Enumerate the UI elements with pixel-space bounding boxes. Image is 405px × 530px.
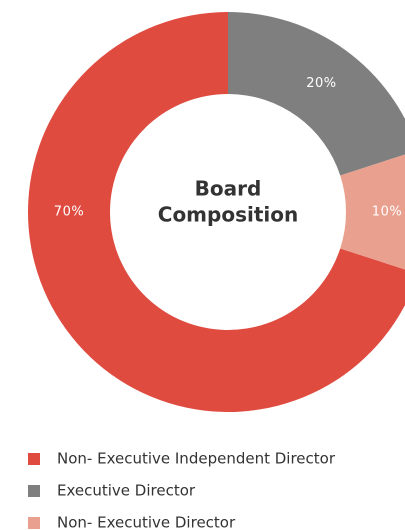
donut-slice — [228, 12, 405, 176]
legend-swatch — [28, 453, 40, 465]
data-label: 10% — [372, 205, 402, 220]
data-label: 20% — [306, 76, 336, 91]
legend-swatch — [28, 517, 40, 529]
legend-label: Executive Director — [57, 482, 196, 500]
donut-slice — [340, 154, 405, 270]
chart-title: Board — [195, 177, 262, 201]
legend-swatch — [28, 485, 40, 497]
legend-label: Non- Executive Director — [57, 514, 236, 530]
data-label: 70% — [54, 205, 84, 220]
legend-label: Non- Executive Independent Director — [57, 450, 336, 468]
chart-title: Composition — [158, 203, 298, 227]
donut-slice — [28, 12, 405, 412]
